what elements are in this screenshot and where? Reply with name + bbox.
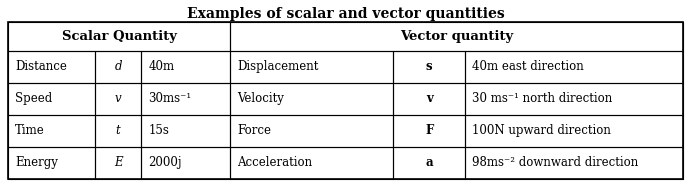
Bar	[230, 83, 393, 115]
Bar	[8, 147, 95, 179]
Text: 30ms⁻¹: 30ms⁻¹	[149, 92, 191, 105]
Bar	[95, 147, 142, 179]
Text: Examples of scalar and vector quantities: Examples of scalar and vector quantities	[187, 7, 504, 21]
Bar	[95, 50, 142, 83]
Text: 15s: 15s	[149, 124, 169, 137]
Bar	[393, 115, 466, 147]
Bar	[393, 50, 466, 83]
Bar	[393, 83, 466, 115]
Text: Vector quantity: Vector quantity	[400, 30, 513, 42]
Text: 98ms⁻² downward direction: 98ms⁻² downward direction	[473, 156, 638, 169]
Text: F: F	[425, 124, 433, 137]
Text: Displacement: Displacement	[237, 60, 319, 73]
Text: Acceleration: Acceleration	[237, 156, 312, 169]
Bar	[95, 115, 142, 147]
Text: t: t	[115, 124, 120, 137]
Text: 40m east direction: 40m east direction	[473, 60, 584, 73]
Bar	[466, 83, 683, 115]
Text: v: v	[115, 92, 122, 105]
Text: d: d	[114, 60, 122, 73]
Text: Distance: Distance	[15, 60, 67, 73]
Bar	[393, 147, 466, 179]
Bar	[142, 50, 230, 83]
Text: a: a	[426, 156, 433, 169]
Bar	[230, 50, 393, 83]
Bar	[230, 22, 683, 50]
Text: 100N upward direction: 100N upward direction	[473, 124, 612, 137]
Bar	[466, 50, 683, 83]
Text: v: v	[426, 92, 433, 105]
Bar	[8, 50, 95, 83]
Bar	[8, 115, 95, 147]
Bar	[230, 115, 393, 147]
Text: Time: Time	[15, 124, 45, 137]
Text: 2000j: 2000j	[149, 156, 182, 169]
Text: s: s	[426, 60, 433, 73]
Bar	[466, 115, 683, 147]
Bar	[142, 147, 230, 179]
Bar	[142, 83, 230, 115]
Text: Energy: Energy	[15, 156, 58, 169]
Bar	[466, 147, 683, 179]
Text: Velocity: Velocity	[237, 92, 284, 105]
Text: 30 ms⁻¹ north direction: 30 ms⁻¹ north direction	[473, 92, 613, 105]
Text: E: E	[114, 156, 122, 169]
Bar	[8, 22, 683, 179]
Text: 40m: 40m	[149, 60, 174, 73]
Bar	[142, 115, 230, 147]
Bar	[8, 83, 95, 115]
Bar	[8, 22, 230, 50]
Bar	[230, 147, 393, 179]
Text: Force: Force	[237, 124, 271, 137]
Text: Speed: Speed	[15, 92, 53, 105]
Bar	[95, 83, 142, 115]
Text: Scalar Quantity: Scalar Quantity	[61, 30, 177, 42]
